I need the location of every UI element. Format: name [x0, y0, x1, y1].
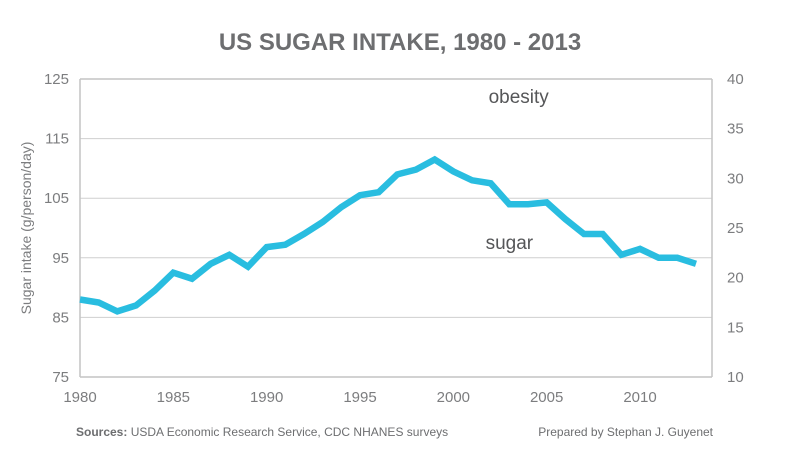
plot-frame [79, 78, 713, 378]
credit-note: Prepared by Stephan J. Guyenet [538, 425, 713, 439]
x-tick-label: 2010 [623, 389, 656, 406]
y-axis-label: Sugar intake (g/person/day) [18, 142, 34, 315]
x-axis: 1980 1985 1990 1995 2000 2005 2010 [63, 389, 656, 406]
y2-tick-label: 30 [727, 170, 744, 187]
sources-label: Sources: [76, 425, 127, 439]
x-tick-label: 1990 [250, 389, 283, 406]
y-axis-right: 10 15 20 25 30 35 40 [727, 71, 744, 386]
annotation-obesity: obesity [489, 87, 550, 108]
x-tick-label: 1985 [157, 389, 190, 406]
y2-tick-label: 35 [727, 121, 744, 138]
sources-note: Sources: USDA Economic Research Service,… [76, 425, 448, 439]
y-tick-label: 125 [44, 71, 69, 88]
x-tick-label: 1995 [343, 389, 376, 406]
series-group [79, 155, 697, 315]
x-tick-label: 2005 [530, 389, 563, 406]
y-tick-label: 115 [45, 131, 69, 148]
y2-tick-label: 25 [727, 220, 744, 237]
y2-tick-label: 40 [727, 71, 744, 88]
y2-tick-label: 20 [727, 270, 744, 287]
y-tick-label: 75 [52, 369, 69, 386]
x-tick-label: 2000 [437, 389, 470, 406]
sources-text: USDA Economic Research Service, CDC NHAN… [127, 425, 448, 439]
y2-tick-label: 10 [727, 369, 744, 386]
series-line-sugar [79, 155, 697, 315]
annotation-sugar: sugar [486, 233, 534, 254]
y-tick-label: 85 [52, 309, 69, 326]
x-tick-label: 1980 [63, 389, 96, 406]
annotations: obesity sugar [486, 87, 550, 254]
y2-tick-label: 15 [727, 319, 744, 336]
gridlines [80, 138, 712, 318]
chart-title: US SUGAR INTAKE, 1980 - 2013 [219, 29, 581, 56]
y-tick-label: 105 [44, 190, 69, 207]
y-axis-left: 75 85 95 105 115 125 [44, 71, 69, 386]
y-tick-label: 95 [52, 250, 69, 267]
